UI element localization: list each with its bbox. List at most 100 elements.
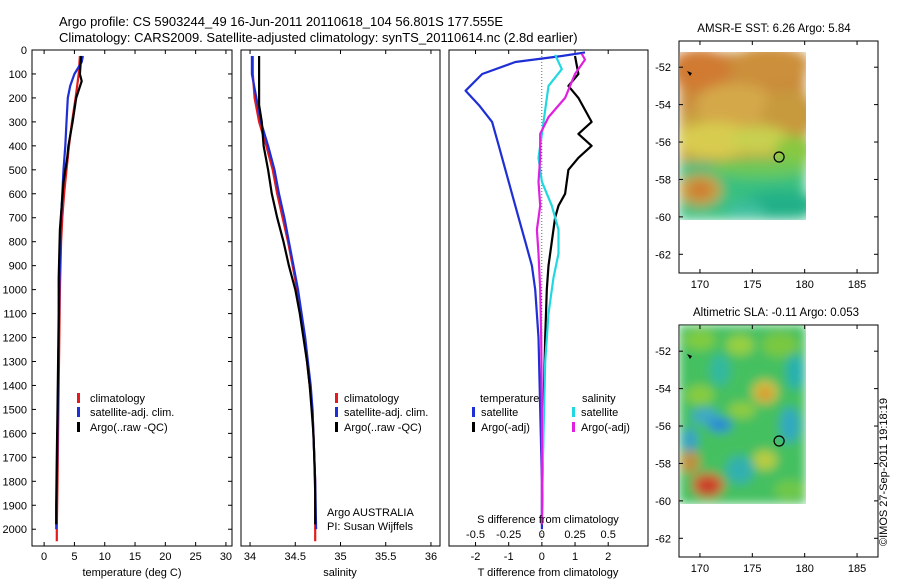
latitude-tick-label: -62 bbox=[655, 533, 671, 545]
latitude-tick-label: -52 bbox=[655, 62, 671, 74]
latitude-tick-label: -54 bbox=[655, 384, 671, 396]
depth-tick-label: 1900 bbox=[3, 500, 27, 512]
series-line-argo-raw-qc- bbox=[55, 55, 83, 525]
temperature-ticks: 0 5 10 15 20 25 30 bbox=[41, 50, 232, 563]
difference-axes-frame bbox=[448, 49, 649, 547]
latitude-tick-label: -54 bbox=[655, 100, 671, 112]
temperature-axes-frame bbox=[31, 49, 233, 547]
longitude-tick-label: 180 bbox=[796, 563, 814, 575]
x-tick-label: 34 bbox=[244, 551, 256, 563]
salinity-difference-tick-label: 0.25 bbox=[564, 529, 585, 541]
depth-tick-label: 1100 bbox=[3, 309, 27, 321]
legend-label-climatology: climatology bbox=[90, 393, 146, 405]
salinity-series bbox=[250, 56, 318, 542]
depth-tick-label: 1300 bbox=[3, 356, 27, 368]
legend-header-salinity: salinity bbox=[582, 393, 616, 405]
small-arrow-icon bbox=[687, 354, 692, 359]
temperature-xlabel: temperature (deg C) bbox=[82, 567, 181, 579]
salinity-legend: climatology satellite-adj. clim. Argo(..… bbox=[335, 393, 428, 434]
x-tick-label: 25 bbox=[190, 551, 202, 563]
latitude-tick-label: -56 bbox=[655, 137, 671, 149]
sla-map-axes: -52 -54 -56 -58 -60 -62 170 175 180 185 bbox=[655, 325, 878, 575]
latitude-tick-label: -60 bbox=[655, 212, 671, 224]
salinity-difference-tick-labels: -0.5 -0.25 0 0.25 0.5 bbox=[466, 529, 616, 541]
float-owner-label: Argo AUSTRALIA bbox=[327, 507, 414, 519]
legend-label-temperature-argo: Argo(-adj) bbox=[481, 422, 530, 434]
longitude-tick-label: 175 bbox=[743, 563, 761, 575]
depth-tick-label: 2000 bbox=[3, 524, 27, 536]
legend-swatch-climatology bbox=[77, 393, 80, 403]
sst-heatmap bbox=[679, 52, 806, 220]
depth-tick-label: 1500 bbox=[3, 404, 27, 416]
legend-swatch-argo bbox=[77, 422, 80, 432]
temperature-legend: climatology satellite-adj. clim. Argo(..… bbox=[77, 393, 174, 434]
difference-ticks: -2 -1 0 1 2 bbox=[471, 50, 611, 563]
depth-tick-label: 400 bbox=[9, 141, 27, 153]
pi-name-label: PI: Susan Wijffels bbox=[327, 521, 413, 533]
longitude-tick-label: 175 bbox=[743, 279, 761, 291]
salinity-difference-tick-label: -0.5 bbox=[466, 529, 485, 541]
legend-label-temperature-satellite: satellite bbox=[481, 407, 518, 419]
legend-label-argo: Argo(..raw -QC) bbox=[90, 422, 168, 434]
x-tick-label: 35 bbox=[334, 551, 346, 563]
latitude-tick-label: -58 bbox=[655, 174, 671, 186]
x-tick-label: 34.5 bbox=[285, 551, 306, 563]
depth-tick-label: 1800 bbox=[3, 476, 27, 488]
argo-location-marker bbox=[773, 435, 785, 447]
latitude-tick-label: -52 bbox=[655, 346, 671, 358]
longitude-tick-label: 185 bbox=[848, 563, 866, 575]
salinity-xlabel: salinity bbox=[323, 567, 357, 579]
longitude-tick-label: 185 bbox=[848, 279, 866, 291]
depth-tick-label: 900 bbox=[9, 261, 27, 273]
legend-label-climatology: climatology bbox=[344, 393, 400, 405]
legend-label-satellite: satellite-adj. clim. bbox=[344, 407, 428, 419]
legend-swatch-salinity-satellite bbox=[572, 407, 575, 417]
longitude-tick-label: 170 bbox=[691, 563, 709, 575]
x-tick-label: 2 bbox=[605, 551, 611, 563]
x-tick-label: 35.5 bbox=[375, 551, 396, 563]
salinity-axes-frame bbox=[240, 49, 441, 547]
sst-map-title: AMSR-E SST: 6.26 Argo: 5.84 bbox=[697, 23, 851, 35]
legend-label-salinity-argo: Argo(-adj) bbox=[581, 422, 630, 434]
depth-tick-label: 100 bbox=[9, 69, 27, 81]
depth-tick-label: 1000 bbox=[3, 285, 27, 297]
legend-swatch-satellite bbox=[335, 407, 338, 417]
sst-map-panel: AMSR-E SST: 6.26 Argo: 5.84 -52- bbox=[655, 23, 879, 291]
depth-tick-label: 1400 bbox=[3, 380, 27, 392]
series-line-temperature-argo-adj- bbox=[540, 55, 593, 525]
series-line-argo-raw-qc- bbox=[258, 56, 317, 525]
sst-map-axes: -52 -54 -56 -58 -60 -62 170 175 180 185 bbox=[655, 41, 878, 291]
depth-tick-label: 700 bbox=[9, 213, 27, 225]
x-tick-label: 15 bbox=[129, 551, 141, 563]
depth-tick-label: 500 bbox=[9, 165, 27, 177]
depth-tick-label: 0 bbox=[21, 45, 27, 57]
x-tick-label: 20 bbox=[159, 551, 171, 563]
legend-swatch-satellite bbox=[77, 407, 80, 417]
x-tick-label: 1 bbox=[572, 551, 578, 563]
depth-tick-label: 200 bbox=[9, 93, 27, 105]
temperature-difference-xlabel: T difference from climatology bbox=[478, 567, 619, 579]
legend-swatch-climatology bbox=[335, 393, 338, 403]
longitude-tick-label: 180 bbox=[796, 279, 814, 291]
sla-map-panel: Altimetric SLA: -0.11 Argo: 0.053 bbox=[655, 307, 879, 575]
x-tick-label: 0 bbox=[539, 551, 545, 563]
x-tick-label: -2 bbox=[471, 551, 481, 563]
x-tick-label: 10 bbox=[99, 551, 111, 563]
legend-swatch-salinity-argo bbox=[572, 422, 575, 432]
header-line-1: Argo profile: CS 5903244_49 16-Jun-2011 … bbox=[59, 14, 503, 29]
small-arrow-icon bbox=[687, 71, 692, 76]
difference-legend: temperature salinity satellite Argo(-adj… bbox=[472, 393, 630, 434]
header-line-2: Climatology: CARS2009. Satellite-adjuste… bbox=[59, 30, 578, 45]
x-tick-label: 36 bbox=[425, 551, 437, 563]
legend-swatch-temperature-satellite bbox=[472, 407, 475, 417]
latitude-tick-label: -58 bbox=[655, 458, 671, 470]
legend-header-temperature: temperature bbox=[480, 393, 539, 405]
depth-tick-label: 1700 bbox=[3, 452, 27, 464]
salinity-difference-tick-label: 0 bbox=[539, 529, 545, 541]
sla-heatmap bbox=[679, 325, 806, 504]
temperature-series bbox=[55, 55, 84, 542]
series-line-temperature-satellite bbox=[464, 51, 586, 530]
temperature-panel: 0100200300400500600700800900100011001200… bbox=[3, 45, 648, 579]
longitude-tick-label: 170 bbox=[691, 279, 709, 291]
